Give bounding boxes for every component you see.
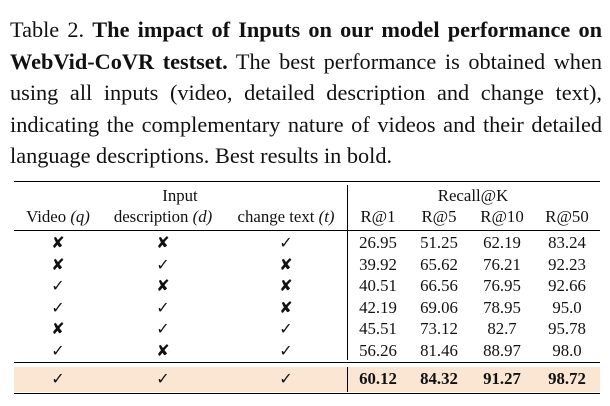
- cell-description: ✘: [156, 340, 170, 360]
- best-row-r50: 98.72: [548, 369, 586, 388]
- header-change-text-label: change text: [237, 207, 315, 226]
- best-row-video: ✓: [51, 369, 65, 388]
- cell-change: ✘: [279, 254, 293, 274]
- cell-change: ✓: [279, 340, 293, 360]
- best-row-r5: 84.32: [420, 369, 458, 388]
- best-row-highlight: [14, 367, 600, 392]
- cell-r50: 92.66: [548, 276, 586, 295]
- cell-r50: 98.0: [552, 340, 582, 360]
- header-change-text: change text (t): [238, 207, 335, 227]
- cell-r1: 26.95: [359, 233, 397, 252]
- best-row-r1: 60.12: [359, 369, 397, 388]
- cell-video: ✓: [51, 297, 65, 317]
- cell-r1: 45.51: [359, 319, 397, 338]
- cell-video: ✓: [51, 276, 65, 295]
- header-video-label: Video: [26, 207, 67, 226]
- cell-description: ✓: [156, 254, 170, 274]
- best-row-r10: 91.27: [483, 369, 521, 388]
- cell-description: ✓: [156, 297, 170, 317]
- best-row-column-divider: [347, 367, 348, 392]
- cell-r50: 95.78: [548, 319, 586, 338]
- cell-r5: 51.25: [420, 233, 458, 252]
- table-column-divider: [347, 185, 348, 360]
- cell-description: ✓: [156, 319, 170, 338]
- table-bottom-rule: [14, 393, 600, 394]
- cell-description: ✘: [156, 276, 170, 295]
- cell-r5: 65.62: [420, 254, 458, 274]
- table-top-rule: [14, 181, 600, 182]
- caption-title: The impact of Inputs on our model perfor…: [10, 17, 603, 74]
- cell-description: ✘: [156, 233, 170, 252]
- header-description-label: description: [113, 207, 189, 226]
- cell-change: ✓: [279, 319, 293, 338]
- cell-r50: 92.23: [548, 254, 586, 274]
- cell-change: ✘: [279, 297, 293, 317]
- cell-r50: 95.0: [552, 297, 582, 317]
- cell-r10: 82.7: [487, 319, 517, 338]
- cell-video: ✘: [51, 254, 65, 274]
- cell-video: ✓: [51, 340, 65, 360]
- best-row-change: ✓: [279, 369, 293, 388]
- caption-body: The best performance is obtained when us…: [10, 48, 603, 169]
- caption-label: Table 2.: [10, 17, 85, 42]
- cell-r5: 81.46: [420, 340, 458, 360]
- header-r5: R@5: [421, 207, 457, 226]
- cell-r5: 66.56: [420, 276, 458, 295]
- cell-r1: 42.19: [359, 297, 397, 317]
- cell-r1: 40.51: [359, 276, 397, 295]
- cell-r10: 78.95: [483, 297, 521, 317]
- header-r50: R@50: [545, 207, 589, 226]
- header-description-symbol: (d): [192, 207, 213, 226]
- table-caption: Table 2. The impact of Inputs on our mod…: [10, 14, 602, 172]
- table-header-rule: [14, 230, 600, 231]
- header-video-symbol: (q): [70, 207, 90, 226]
- header-change-text-symbol: (t): [318, 207, 335, 226]
- header-r1: R@1: [360, 207, 396, 226]
- header-description: description (d): [114, 207, 212, 227]
- cell-video: ✘: [51, 319, 65, 338]
- header-group-recall: Recall@K: [437, 186, 509, 205]
- header-r10: R@10: [480, 207, 524, 226]
- cell-r1: 56.26: [359, 340, 397, 360]
- cell-change: ✘: [279, 276, 293, 295]
- best-row-description: ✓: [156, 369, 170, 388]
- cell-r10: 76.21: [483, 254, 521, 274]
- cell-video: ✘: [51, 233, 65, 252]
- cell-r10: 62.19: [483, 233, 521, 252]
- header-group-input: Input: [162, 186, 198, 205]
- header-video: Video (q): [26, 207, 90, 227]
- cell-r5: 73.12: [420, 319, 458, 338]
- cell-r10: 88.97: [483, 340, 521, 360]
- cell-r10: 76.95: [483, 276, 521, 295]
- cell-r50: 83.24: [548, 233, 586, 252]
- cell-r5: 69.06: [420, 297, 458, 317]
- cell-r1: 39.92: [359, 254, 397, 274]
- table-mid-rule: [14, 362, 600, 363]
- cell-change: ✓: [279, 233, 293, 252]
